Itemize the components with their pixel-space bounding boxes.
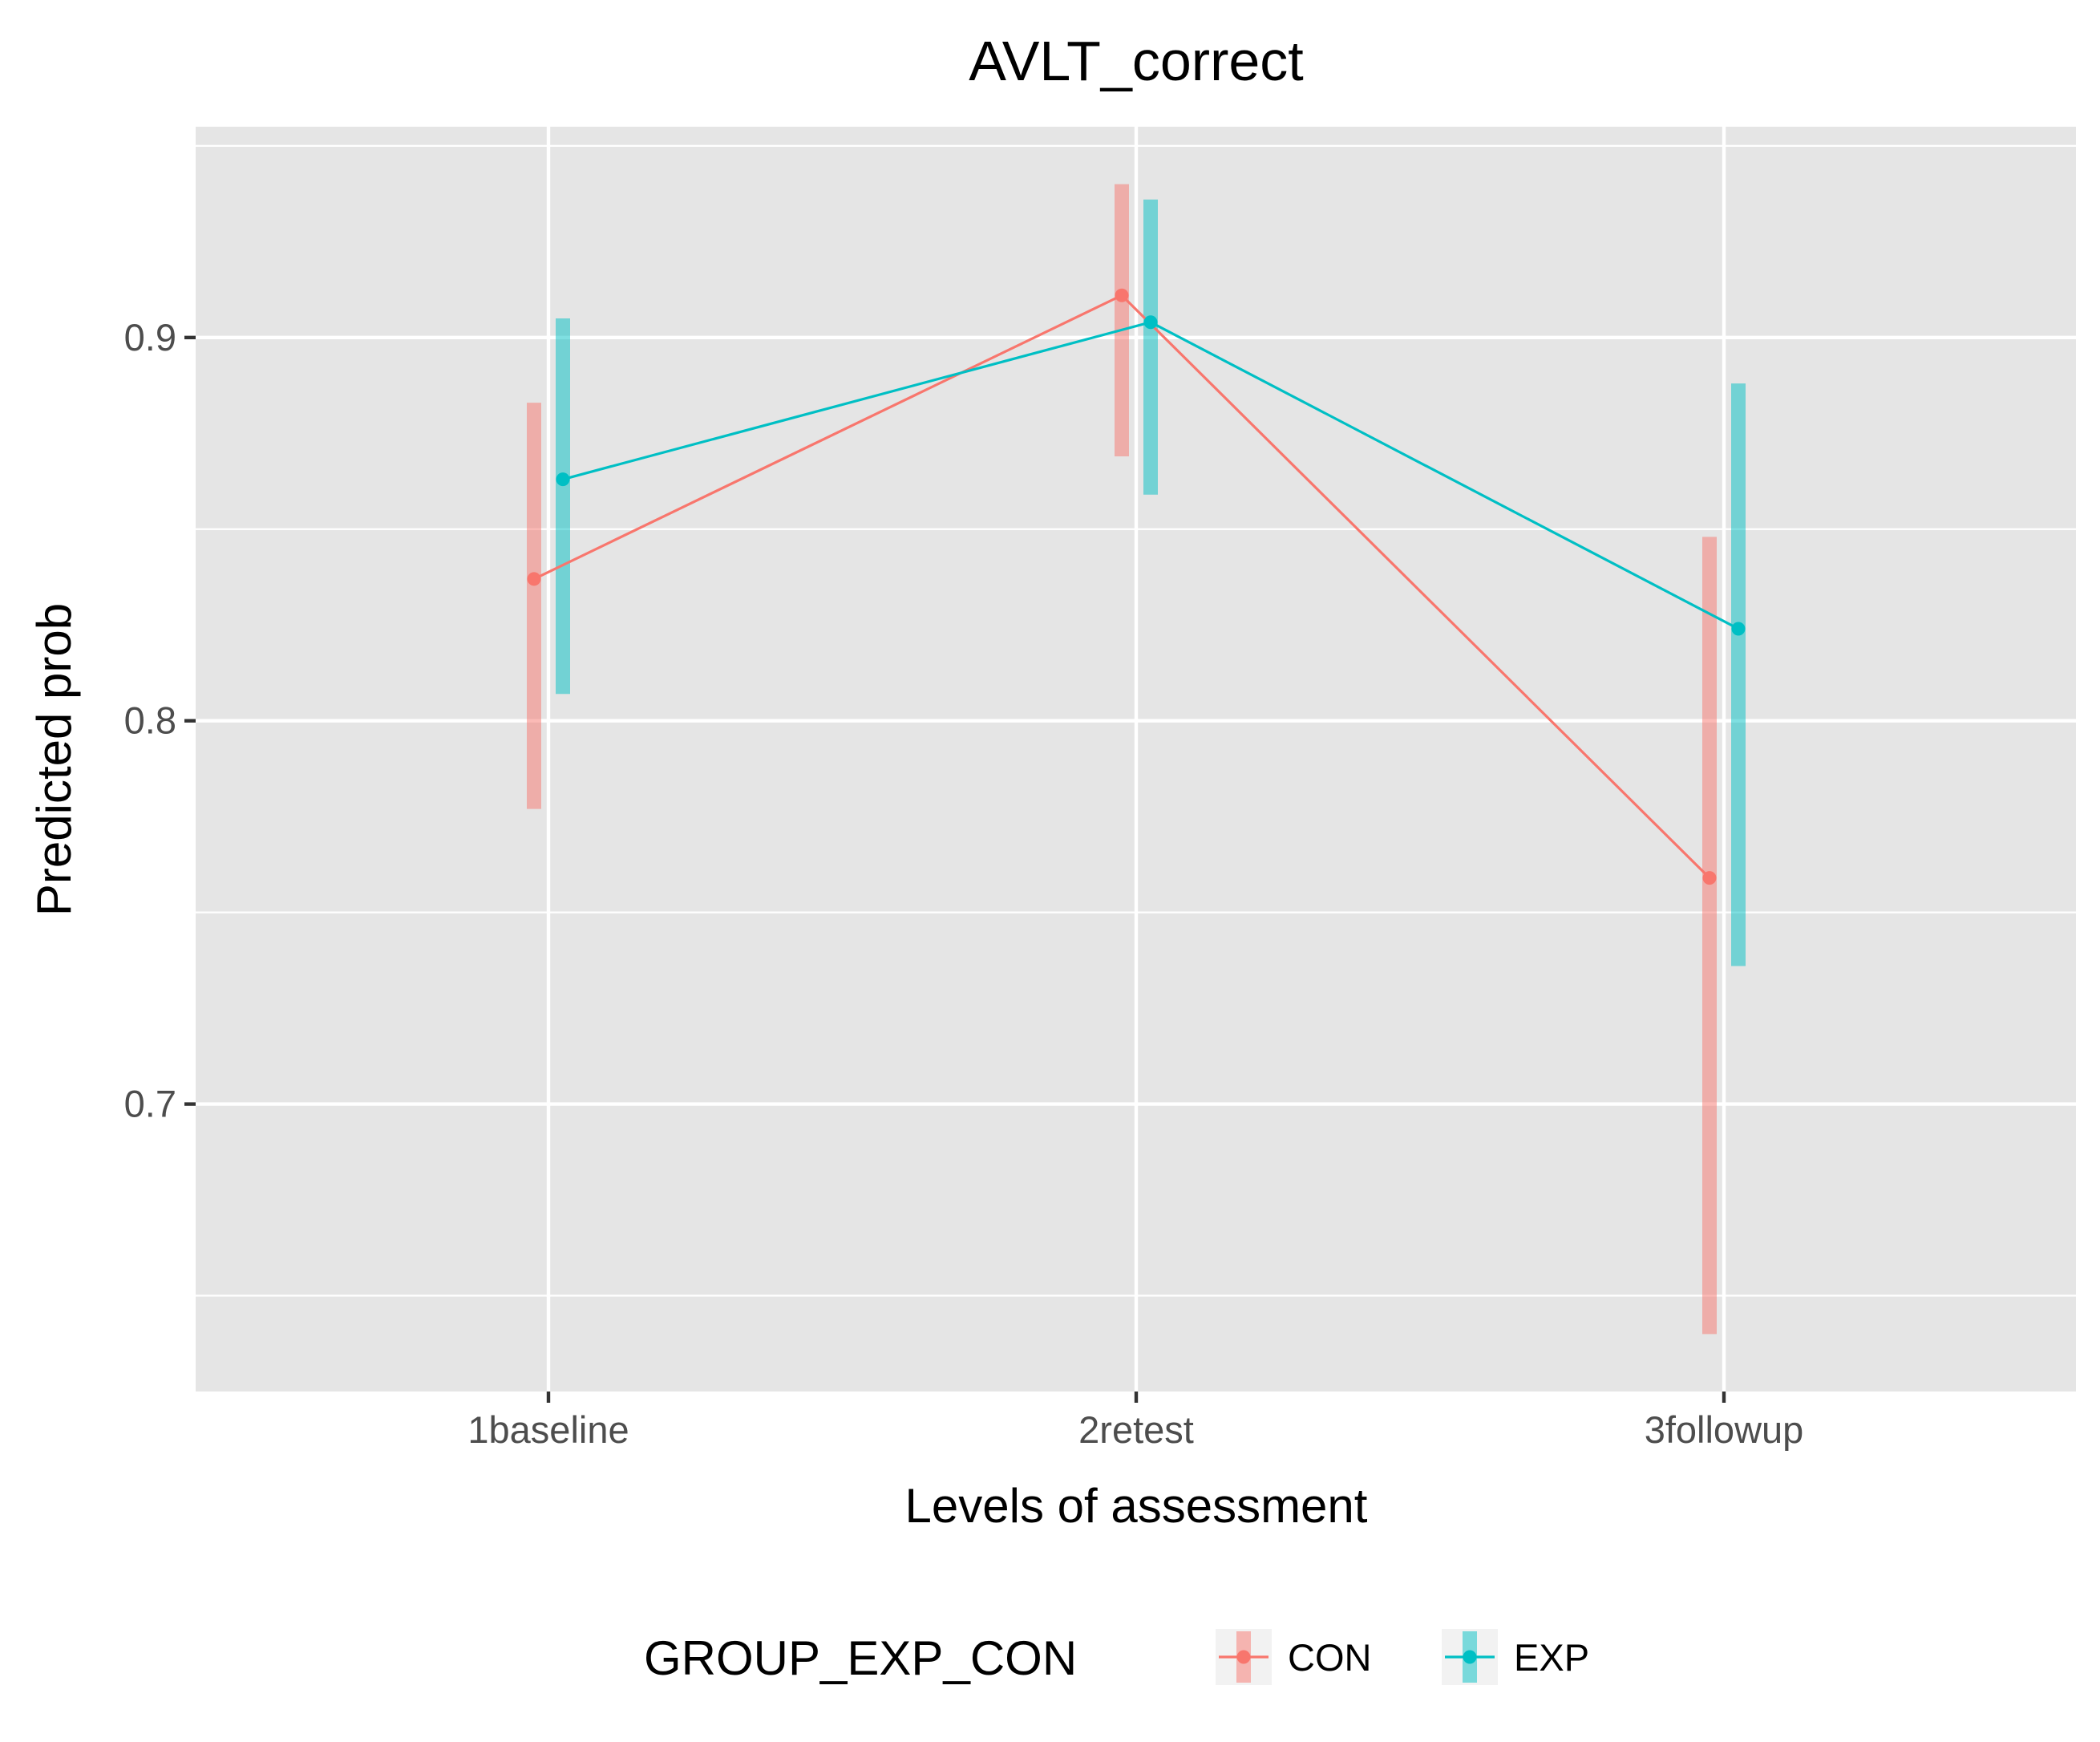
point-exp-2retest xyxy=(1143,315,1158,330)
point-exp-1baseline xyxy=(556,472,570,487)
x-tick-label-2retest: 2retest xyxy=(1078,1408,1194,1451)
point-con-2retest xyxy=(1115,288,1129,302)
point-con-1baseline xyxy=(527,572,541,586)
legend-item-con: CON xyxy=(1216,1629,1371,1685)
y-axis-title: Predicted prob xyxy=(27,603,81,916)
point-con-3followup xyxy=(1702,871,1717,885)
legend: GROUP_EXP_CON CON EXP xyxy=(644,1629,1589,1685)
legend-items: CON EXP xyxy=(1216,1629,1589,1685)
x-axis: 1baseline 2retest 3followup xyxy=(467,1392,1803,1451)
series-points xyxy=(527,288,1746,885)
legend-label-con: CON xyxy=(1288,1636,1371,1679)
legend-title: GROUP_EXP_CON xyxy=(644,1631,1077,1685)
y-tick-label: 0.9 xyxy=(124,316,176,359)
legend-label-exp: EXP xyxy=(1514,1636,1589,1679)
x-tick-label-3followup: 3followup xyxy=(1645,1408,1804,1451)
chart-title: AVLT_correct xyxy=(969,30,1304,92)
y-axis: 0.7 0.8 0.9 xyxy=(124,316,196,1125)
x-tick-label-1baseline: 1baseline xyxy=(467,1408,629,1451)
major-gridlines xyxy=(196,127,2076,1392)
legend-key-point xyxy=(1463,1650,1477,1664)
x-axis-title: Levels of assessment xyxy=(905,1479,1368,1533)
error-bars xyxy=(527,184,1746,1335)
point-exp-3followup xyxy=(1731,622,1746,636)
legend-item-exp: EXP xyxy=(1442,1629,1589,1685)
legend-key-point xyxy=(1236,1650,1251,1664)
y-tick-label: 0.8 xyxy=(124,699,176,742)
y-tick-label: 0.7 xyxy=(124,1083,176,1125)
